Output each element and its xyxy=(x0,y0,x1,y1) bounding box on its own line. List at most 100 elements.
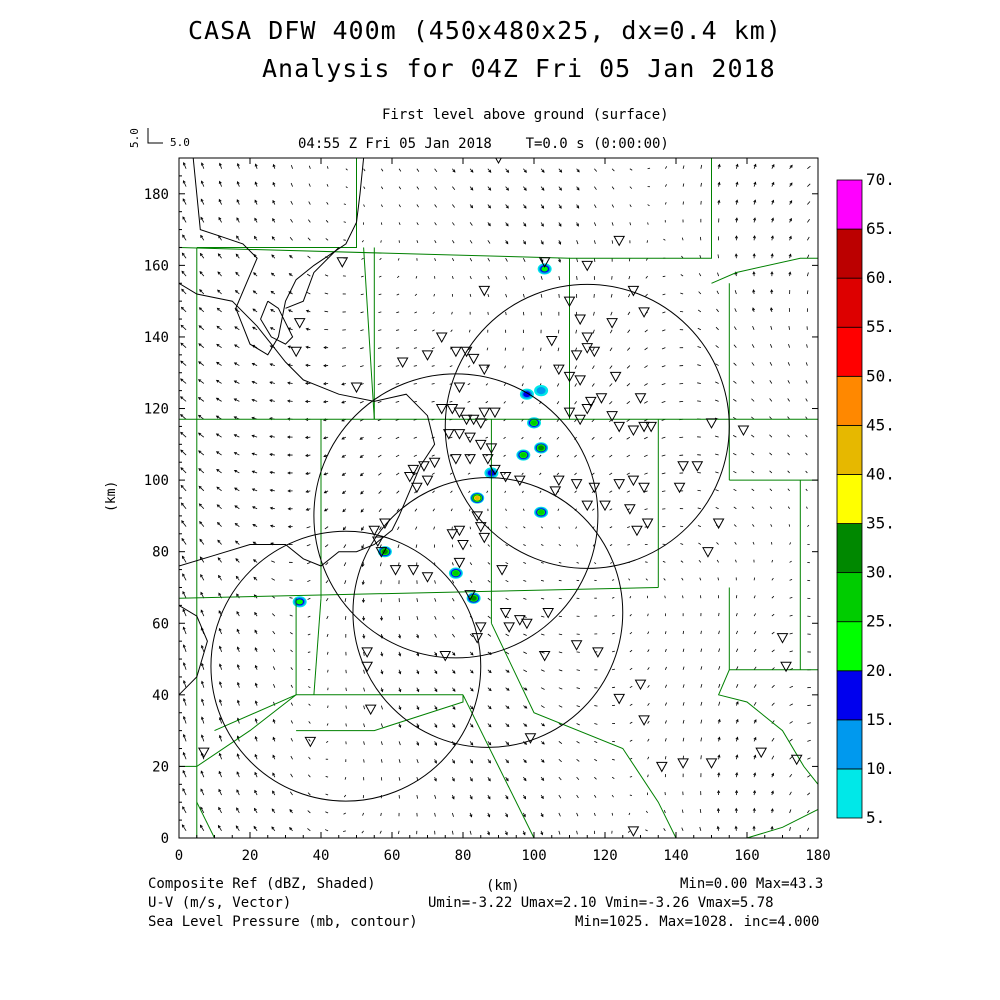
wind-vector xyxy=(236,217,240,223)
wind-vector xyxy=(664,738,667,742)
wind-vector-head xyxy=(735,754,739,758)
wind-vector xyxy=(180,414,187,420)
wind-vector xyxy=(345,723,347,727)
wind-vector xyxy=(521,401,524,404)
wind-vector xyxy=(254,772,258,778)
wind-vector xyxy=(198,450,205,456)
wind-vector xyxy=(380,222,383,225)
wind-vector xyxy=(645,829,648,832)
wind-vector xyxy=(378,472,382,476)
wind-vector xyxy=(181,824,187,832)
wind-vector xyxy=(273,683,276,688)
wind-vector xyxy=(733,506,737,510)
wind-vector-head xyxy=(287,399,291,403)
wind-vector xyxy=(363,651,365,656)
wind-vector-head xyxy=(434,688,438,693)
station-marker xyxy=(453,557,466,569)
wind-vector xyxy=(200,217,205,223)
wind-vector-head xyxy=(470,706,474,710)
wind-vector xyxy=(432,329,435,332)
wind-vector-head xyxy=(269,524,274,528)
wind-vector-head xyxy=(770,808,774,812)
wind-vector-head xyxy=(216,307,220,311)
wind-vector xyxy=(182,609,187,617)
wind-vector xyxy=(523,633,527,636)
wind-vector-head xyxy=(180,396,184,400)
wind-vector xyxy=(592,544,595,547)
wind-vector-head xyxy=(452,169,456,173)
reflectivity-echo xyxy=(538,509,545,515)
wind-vector xyxy=(751,452,755,456)
wind-vector-head xyxy=(488,742,492,746)
wind-vector-head xyxy=(716,825,720,830)
wind-vector-head xyxy=(180,414,184,418)
station-marker xyxy=(609,371,622,383)
wind-vector xyxy=(733,488,737,492)
wind-vector xyxy=(237,163,240,169)
wind-vector-head xyxy=(488,724,492,728)
wind-vector xyxy=(433,526,435,530)
wind-vector-head xyxy=(181,555,185,559)
wind-vector xyxy=(734,308,737,313)
station-marker xyxy=(304,736,317,748)
wind-vector xyxy=(753,684,757,688)
wind-vector xyxy=(592,329,595,334)
wind-vector xyxy=(576,258,578,263)
wind-vector xyxy=(201,663,205,670)
wind-vector-head xyxy=(735,217,739,221)
wind-vector xyxy=(697,507,701,510)
wind-vector xyxy=(558,633,563,636)
wind-vector xyxy=(432,490,435,494)
wind-vector xyxy=(770,524,773,527)
wind-vector xyxy=(789,738,793,742)
station-marker xyxy=(542,608,555,619)
wind-vector xyxy=(611,614,615,617)
wind-vector-head xyxy=(506,687,510,691)
pressure-contour xyxy=(179,604,208,696)
wind-vector xyxy=(664,631,667,635)
wind-vector xyxy=(183,627,187,635)
wind-vector xyxy=(644,454,648,457)
wind-vector-head xyxy=(717,181,721,186)
station-marker xyxy=(581,500,594,512)
wind-vector xyxy=(594,186,597,190)
wind-vector-head xyxy=(180,378,184,382)
wind-vector xyxy=(787,506,790,509)
wind-vector-head xyxy=(287,471,291,475)
wind-vector xyxy=(486,347,489,351)
wind-vector xyxy=(645,275,648,279)
wind-vector xyxy=(717,272,719,277)
wind-vector-head xyxy=(272,163,276,168)
wind-vector xyxy=(714,399,719,402)
wind-vector-head xyxy=(558,223,562,227)
wind-vector-head xyxy=(558,241,562,245)
wind-vector-head xyxy=(217,557,221,561)
wind-vector xyxy=(360,347,364,350)
wind-vector xyxy=(609,472,613,476)
wind-vector-head xyxy=(233,452,237,455)
wind-vector xyxy=(627,544,630,546)
station-marker xyxy=(478,364,491,376)
wind-vector xyxy=(643,436,648,440)
wind-vector xyxy=(254,790,258,796)
wind-vector xyxy=(682,666,685,670)
wind-vector xyxy=(359,365,364,368)
wind-vector xyxy=(681,827,684,831)
wind-vector xyxy=(363,705,366,710)
wind-vector xyxy=(308,183,311,187)
wind-vector xyxy=(699,808,702,814)
wind-vector xyxy=(416,186,420,190)
wind-vector xyxy=(181,289,187,295)
wind-vector xyxy=(769,380,773,384)
wind-vector xyxy=(378,293,382,296)
wind-vector xyxy=(307,615,311,618)
wind-vector xyxy=(324,274,329,277)
wind-vector-head xyxy=(753,217,757,221)
station-marker xyxy=(421,475,434,487)
wind-vector-head xyxy=(398,653,402,657)
wind-vector xyxy=(182,573,187,581)
wind-vector xyxy=(236,235,240,241)
station-marker xyxy=(553,364,565,376)
wind-vector-head xyxy=(254,611,258,616)
wind-vector xyxy=(398,204,401,208)
